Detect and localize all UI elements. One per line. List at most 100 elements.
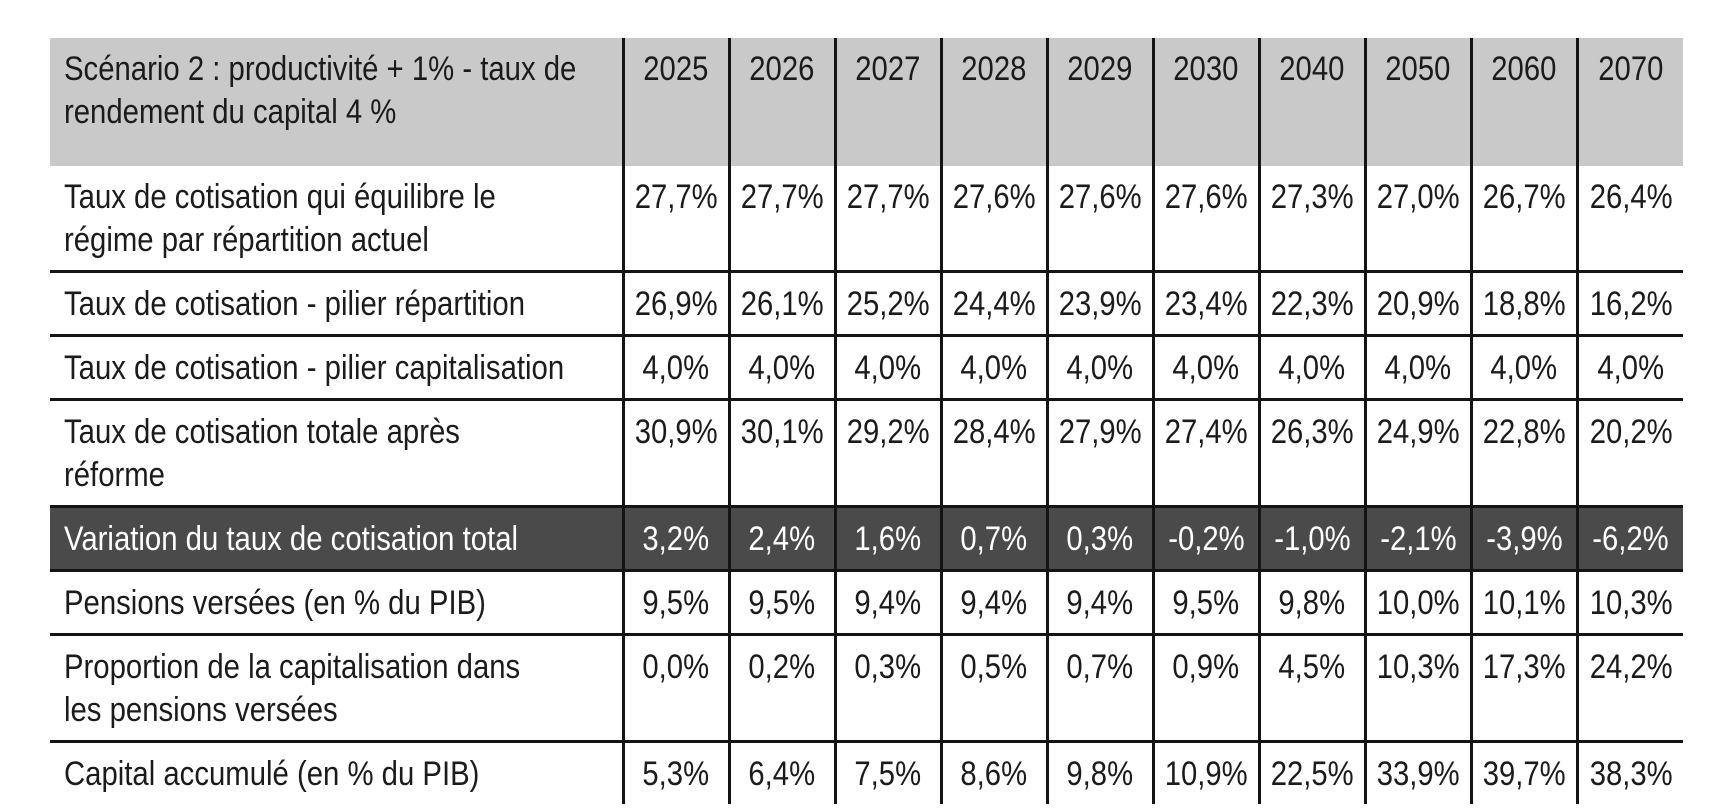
value-text: 28,4%: [952, 413, 1036, 451]
value-text: 0,3%: [854, 648, 922, 686]
value-cell: 18,8%: [1469, 270, 1577, 336]
value-cell: -1,0%: [1257, 505, 1365, 571]
table-body: Taux de cotisation qui équilibre le régi…: [50, 166, 1683, 804]
year-label: 2050: [1385, 50, 1451, 88]
value-cell: 24,4%: [939, 270, 1047, 336]
table-row: Taux de cotisation qui équilibre le régi…: [50, 166, 1683, 272]
value-text: 33,9%: [1376, 755, 1460, 793]
value-text: 4,0%: [1490, 349, 1558, 387]
value-cell: 0,7%: [1045, 633, 1153, 742]
value-cell: 7,5%: [833, 740, 941, 804]
value-text: -0,2%: [1167, 520, 1245, 558]
row-label: Taux de cotisation qui équilibre le régi…: [64, 178, 496, 259]
value-text: 0,0%: [642, 648, 710, 686]
year-column-header: 2070: [1575, 38, 1683, 166]
year-column-header: 2030: [1151, 38, 1259, 166]
value-cell: -2,1%: [1363, 505, 1471, 571]
year-label: 2070: [1598, 50, 1664, 88]
value-text: 20,2%: [1589, 413, 1673, 451]
value-text: 27,9%: [1058, 413, 1142, 451]
row-label: Proportion de la capitalisation dans les…: [64, 648, 521, 729]
value-text: 38,3%: [1589, 755, 1673, 793]
value-cell: 4,0%: [1469, 334, 1577, 400]
value-text: 22,5%: [1270, 755, 1354, 793]
value-cell: -3,9%: [1469, 505, 1577, 571]
year-label: 2029: [1067, 50, 1133, 88]
value-cell: 29,2%: [833, 398, 941, 507]
value-cell: 9,5%: [727, 569, 835, 635]
scenario-header-cell: Scénario 2 : productivité + 1% - taux de…: [50, 38, 623, 166]
value-cell: 27,7%: [833, 166, 941, 272]
value-cell: 10,0%: [1363, 569, 1471, 635]
value-text: -1,0%: [1273, 520, 1351, 558]
value-cell: 27,4%: [1151, 398, 1259, 507]
value-text: 9,5%: [642, 584, 710, 622]
value-text: 24,2%: [1589, 648, 1673, 686]
value-text: 4,0%: [1597, 349, 1665, 387]
scenario-table: Scénario 2 : productivité + 1% - taux de…: [50, 38, 1683, 804]
row-label: Taux de cotisation - pilier capitalisati…: [64, 349, 565, 387]
value-cell: 27,7%: [621, 166, 729, 272]
value-text: -3,9%: [1485, 520, 1563, 558]
value-text: 27,7%: [740, 178, 824, 216]
value-text: 20,9%: [1376, 285, 1460, 323]
value-cell: 0,9%: [1151, 633, 1259, 742]
value-cell: 38,3%: [1575, 740, 1683, 804]
value-text: 9,5%: [748, 584, 816, 622]
value-cell: 20,2%: [1575, 398, 1683, 507]
value-cell: 0,2%: [727, 633, 835, 742]
value-text: -2,1%: [1379, 520, 1457, 558]
value-text: 10,3%: [1376, 648, 1460, 686]
value-text: 4,0%: [748, 349, 816, 387]
table-row: Taux de cotisation - pilier répartition 2…: [50, 270, 1683, 336]
value-text: 4,0%: [642, 349, 710, 387]
value-cell: 17,3%: [1469, 633, 1577, 742]
row-label: Taux de cotisation - pilier répartition: [64, 285, 526, 323]
row-label-cell: Variation du taux de cotisation total: [50, 505, 623, 571]
row-label-cell: Taux de cotisation totale après réforme: [50, 398, 623, 507]
value-text: 9,4%: [1066, 584, 1134, 622]
value-cell: 9,8%: [1045, 740, 1153, 804]
year-column-header: 2028: [939, 38, 1047, 166]
value-cell: 0,5%: [939, 633, 1047, 742]
value-text: 24,4%: [952, 285, 1036, 323]
value-cell: -6,2%: [1575, 505, 1683, 571]
value-text: 9,8%: [1066, 755, 1134, 793]
value-text: 0,7%: [960, 520, 1028, 558]
value-cell: 26,1%: [727, 270, 835, 336]
value-text: 22,8%: [1482, 413, 1566, 451]
value-text: 26,3%: [1270, 413, 1354, 451]
value-text: 25,2%: [846, 285, 930, 323]
value-text: 5,3%: [642, 755, 710, 793]
scenario-title: Scénario 2 : productivité + 1% - taux de…: [64, 50, 577, 131]
row-label-cell: Pensions versées (en % du PIB): [50, 569, 623, 635]
value-cell: 24,2%: [1575, 633, 1683, 742]
value-text: 22,3%: [1270, 285, 1354, 323]
value-cell: 0,3%: [1045, 505, 1153, 571]
table-header-row: Scénario 2 : productivité + 1% - taux de…: [50, 38, 1683, 166]
year-label: 2027: [855, 50, 921, 88]
value-cell: 4,0%: [1575, 334, 1683, 400]
value-cell: 4,5%: [1257, 633, 1365, 742]
year-column-header: 2050: [1363, 38, 1471, 166]
value-text: 0,3%: [1066, 520, 1134, 558]
year-column-header: 2040: [1257, 38, 1365, 166]
value-cell: 22,3%: [1257, 270, 1365, 336]
value-cell: 23,9%: [1045, 270, 1153, 336]
value-cell: 9,5%: [1151, 569, 1259, 635]
row-label-cell: Capital accumulé (en % du PIB): [50, 740, 623, 804]
value-cell: 0,7%: [939, 505, 1047, 571]
value-cell: 9,4%: [833, 569, 941, 635]
value-text: 10,0%: [1376, 584, 1460, 622]
value-cell: 8,6%: [939, 740, 1047, 804]
value-text: 24,9%: [1376, 413, 1460, 451]
value-text: 1,6%: [854, 520, 922, 558]
value-text: 18,8%: [1482, 285, 1566, 323]
value-text: 7,5%: [854, 755, 922, 793]
year-label: 2060: [1491, 50, 1557, 88]
value-text: 27,4%: [1164, 413, 1248, 451]
value-cell: 26,4%: [1575, 166, 1683, 272]
value-text: 0,7%: [1066, 648, 1134, 686]
value-cell: 27,9%: [1045, 398, 1153, 507]
value-text: 26,4%: [1589, 178, 1673, 216]
